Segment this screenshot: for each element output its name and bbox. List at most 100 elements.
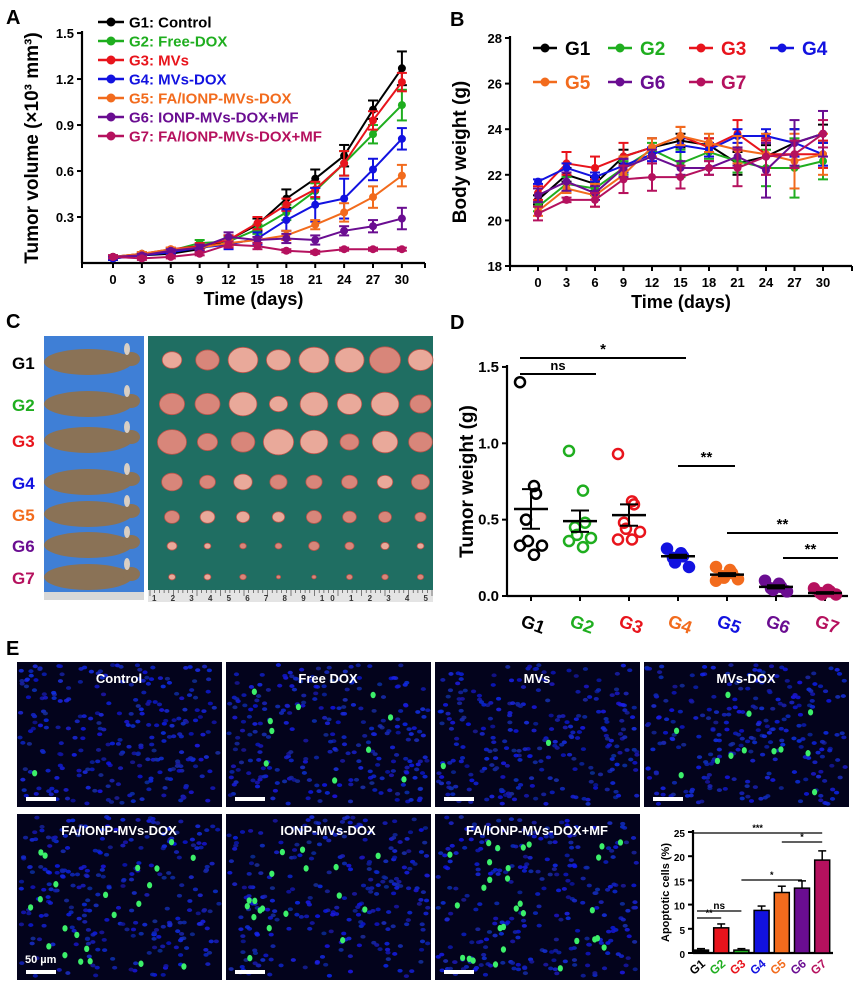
nucleus [97, 732, 103, 737]
tumor [161, 472, 183, 492]
nucleus [726, 706, 732, 711]
nucleus [109, 778, 115, 783]
mouse-ear [124, 343, 130, 355]
nucleus [664, 717, 670, 722]
nucleus [20, 740, 26, 745]
nucleus [716, 738, 722, 743]
nucleus [541, 792, 547, 797]
nucleus [523, 720, 530, 725]
nucleus [30, 936, 36, 941]
nucleus [407, 866, 413, 871]
micrograph: MVs-DOX [644, 662, 849, 807]
data-point [535, 539, 549, 552]
nucleus [372, 752, 378, 757]
nucleus [274, 917, 280, 922]
nucleus [458, 837, 464, 842]
nucleus [576, 713, 582, 718]
legend-entry: G4: MVs-DOX [98, 72, 227, 89]
legend-marker [106, 55, 116, 65]
nucleus [353, 777, 360, 782]
nucleus [486, 827, 492, 831]
significance-label: *** [752, 823, 763, 833]
nucleus [181, 920, 187, 925]
nucleus [394, 886, 400, 890]
nucleus [344, 687, 350, 692]
nucleus [272, 818, 278, 823]
nucleus [188, 875, 194, 880]
tumor [342, 510, 357, 524]
nucleus [500, 775, 506, 779]
y-tick-label: 1.2 [56, 72, 74, 87]
nucleus [301, 771, 307, 775]
nucleus [21, 910, 27, 915]
nucleus [571, 756, 577, 761]
nucleus [435, 905, 441, 910]
nucleus [532, 667, 538, 672]
nucleus [795, 779, 801, 784]
apoptotic-cell [486, 839, 492, 847]
nucleus [186, 693, 193, 698]
significance-label: ** [777, 516, 789, 533]
nucleus [385, 957, 391, 962]
mouse-head [122, 504, 140, 518]
y-tick-label: 20 [488, 213, 502, 228]
nucleus [204, 864, 210, 869]
nucleus [42, 867, 48, 872]
nucleus [183, 946, 190, 950]
nucleus [565, 916, 571, 921]
nucleus [759, 680, 765, 685]
nucleus [105, 784, 111, 789]
nucleus [41, 672, 47, 677]
nucleus [395, 730, 401, 735]
nucleus [120, 679, 126, 684]
data-point [513, 539, 527, 552]
y-tick-label: 0.6 [56, 164, 74, 179]
nucleus [539, 767, 545, 772]
y-axis-label: Apoptotic cells (%) [660, 843, 672, 942]
nucleus [99, 836, 106, 841]
nucleus [170, 767, 176, 771]
x-tick-label: 30 [816, 275, 830, 290]
nucleus [81, 714, 87, 719]
nucleus [351, 891, 358, 896]
nucleus [358, 766, 364, 770]
nucleus [438, 851, 444, 856]
nucleus [425, 941, 431, 946]
nucleus [418, 959, 424, 964]
nucleus [567, 863, 573, 868]
nucleus [815, 774, 822, 779]
nucleus [138, 745, 144, 750]
y-tick-label: 0.3 [56, 210, 74, 225]
nucleus [508, 880, 514, 884]
nucleus [775, 697, 781, 702]
nucleus [53, 789, 59, 794]
y-axis-label: Tumor volume (×10³ mm³) [22, 32, 43, 263]
nucleus [358, 706, 364, 711]
apoptotic-cell [678, 771, 684, 779]
nucleus [734, 681, 740, 685]
nucleus [289, 887, 296, 892]
nucleus [458, 759, 464, 764]
nucleus [420, 733, 426, 738]
nucleus [512, 930, 518, 934]
nucleus [392, 849, 398, 853]
nucleus [559, 786, 566, 791]
nucleus [115, 905, 122, 910]
nucleus [779, 665, 785, 670]
nucleus [158, 756, 164, 761]
nucleus [468, 800, 474, 804]
nucleus [659, 664, 665, 669]
nucleus [412, 862, 418, 866]
nucleus [289, 674, 295, 679]
nucleus [84, 868, 90, 873]
nucleus [829, 797, 836, 801]
nucleus [568, 734, 574, 738]
nucleus [722, 786, 728, 791]
nucleus [360, 785, 366, 790]
nucleus [175, 929, 181, 934]
nucleus [460, 745, 466, 749]
nucleus [620, 727, 627, 732]
data-point [576, 540, 590, 554]
nucleus [415, 710, 421, 714]
nucleus [805, 675, 811, 680]
